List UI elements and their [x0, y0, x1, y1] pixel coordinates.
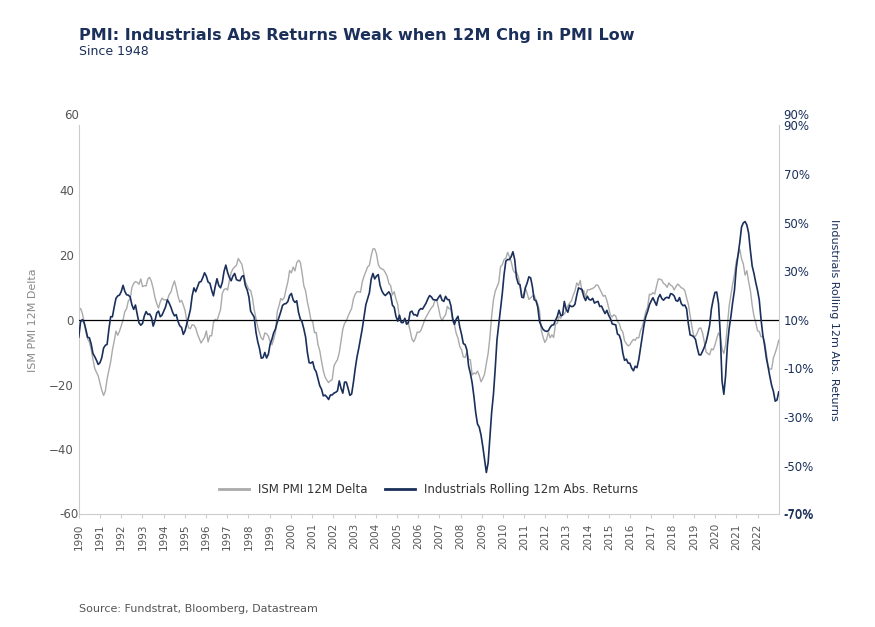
Text: -60: -60 [60, 508, 79, 520]
Legend: ISM PMI 12M Delta, Industrials Rolling 12m Abs. Returns: ISM PMI 12M Delta, Industrials Rolling 1… [214, 478, 643, 500]
Y-axis label: Industrials Rolling 12m Abs. Returns: Industrials Rolling 12m Abs. Returns [829, 219, 839, 421]
Text: Since 1948: Since 1948 [79, 45, 149, 58]
Text: 60: 60 [64, 110, 79, 122]
Text: -70%: -70% [783, 508, 814, 520]
Text: 90%: 90% [783, 110, 809, 122]
Y-axis label: ISM PMI 12M Delta: ISM PMI 12M Delta [28, 268, 38, 372]
Text: PMI: Industrials Abs Returns Weak when 12M Chg in PMI Low: PMI: Industrials Abs Returns Weak when 1… [79, 28, 634, 43]
Text: Source: Fundstrat, Bloomberg, Datastream: Source: Fundstrat, Bloomberg, Datastream [79, 604, 318, 614]
